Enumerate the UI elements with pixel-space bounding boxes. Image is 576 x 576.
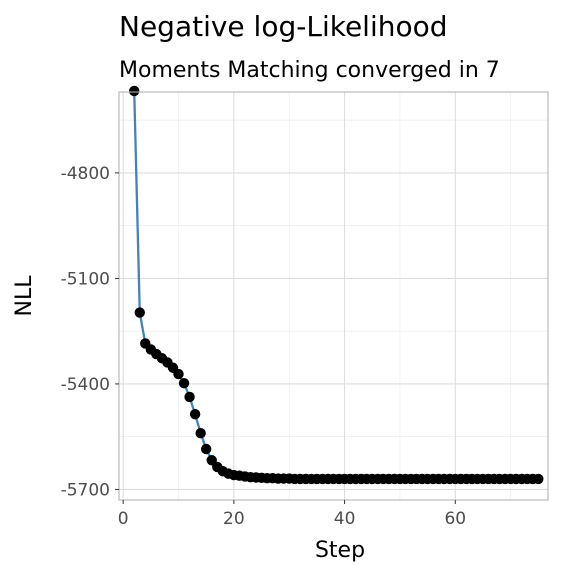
y-tick-label: -5400 [61,375,110,395]
x-axis-title: Step [315,538,365,563]
y-axis-title: NLL [12,275,37,317]
plot-panel [118,85,549,501]
plot-border [118,91,549,501]
data-point [533,473,544,485]
data-point [178,378,190,389]
plot-background [119,92,548,500]
data-point [189,408,201,420]
x-axis: 0 20 40 60 [118,500,466,529]
data-point [200,443,212,455]
x-tick-label: 0 [118,509,129,529]
chart-subtitle: Moments Matching converged in 7 [119,58,500,83]
chart-title: Negative log-Likelihood [119,10,448,43]
x-tick-label: 60 [444,509,466,529]
x-tick-label: 20 [223,509,245,529]
y-tick-label: -4800 [61,164,110,184]
x-tick-label: 40 [334,509,356,529]
data-point [195,427,206,439]
data-point [134,307,145,318]
y-tick-label: -5100 [61,269,110,289]
y-axis: -4800 -5100 -5400 -5700 [61,164,119,500]
data-point [173,368,184,380]
data-point [129,85,140,97]
data-point [184,391,195,403]
y-tick-label: -5700 [61,480,110,500]
